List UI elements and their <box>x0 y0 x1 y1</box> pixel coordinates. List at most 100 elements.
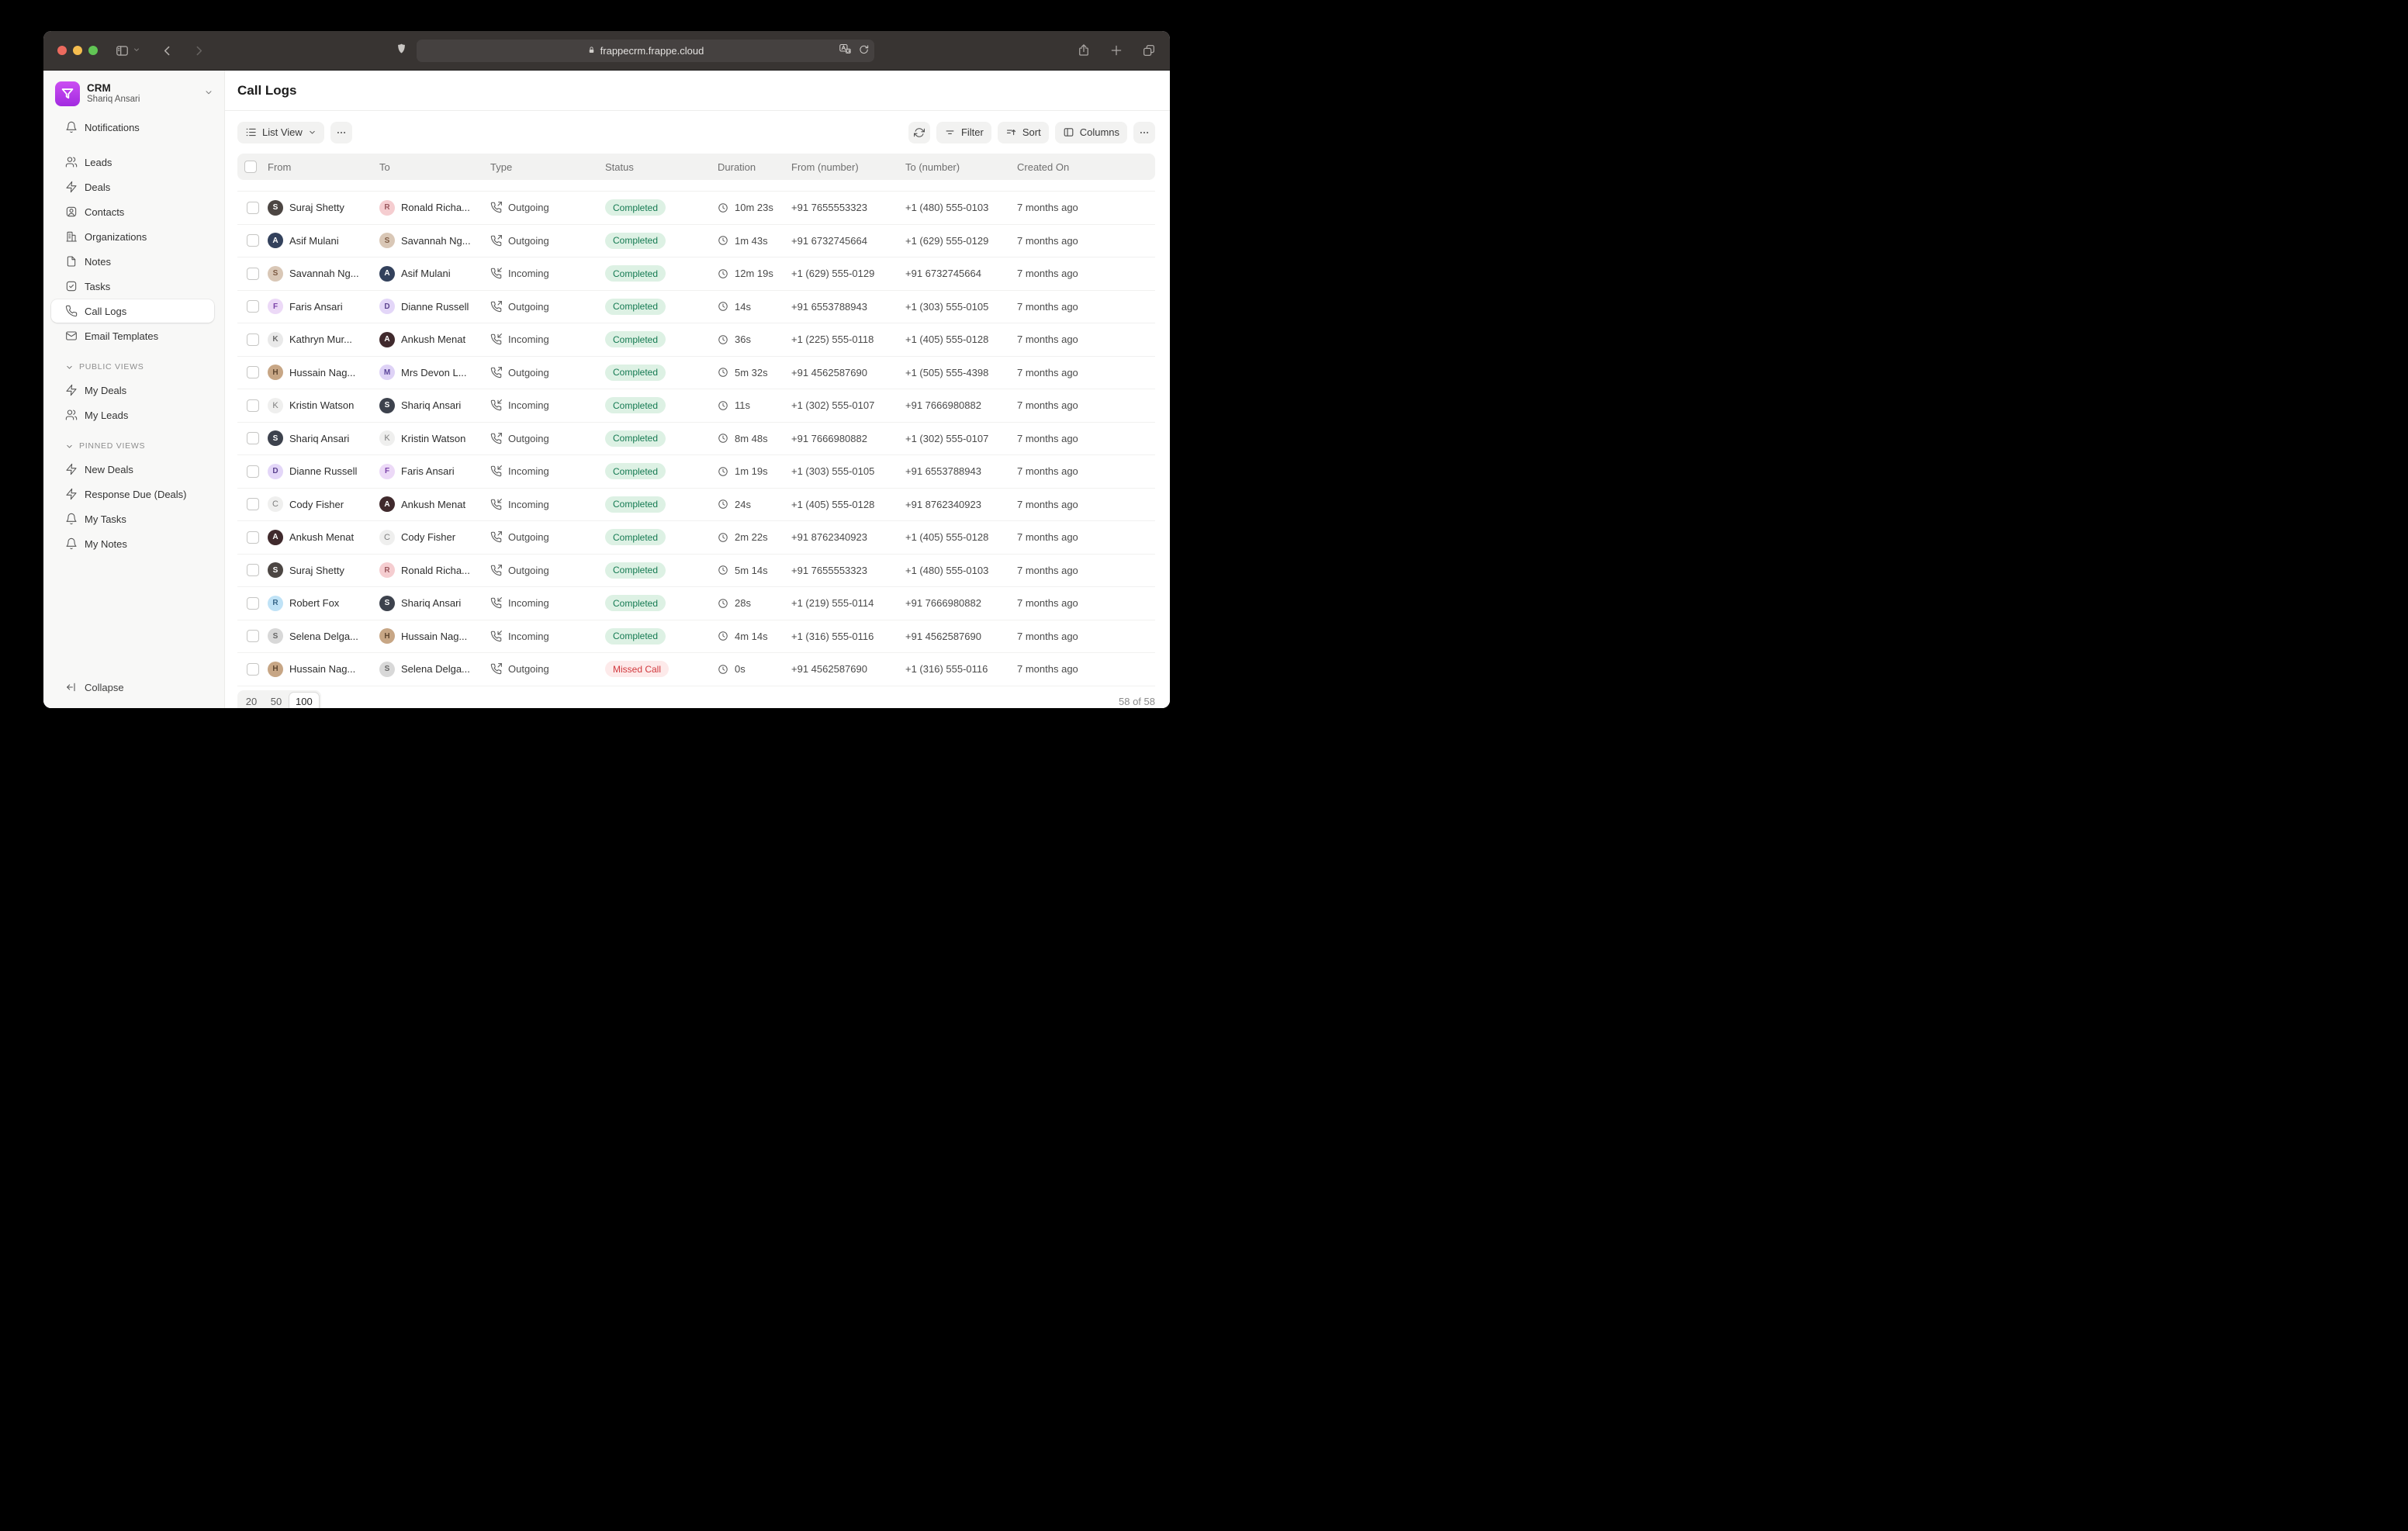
row-checkbox[interactable] <box>246 596 259 610</box>
table-row[interactable]: S Savannah Ng... A Asif Mulani Incoming Compl… <box>237 257 1155 291</box>
privacy-shield-icon[interactable] <box>396 43 407 58</box>
row-checkbox[interactable] <box>246 530 259 544</box>
table-row[interactable]: A Asif Mulani S Savannah Ng... Outgoing Compl… <box>237 225 1155 257</box>
sidebar-item-response-due-deals[interactable]: Response Due (Deals) <box>51 482 214 506</box>
reload-icon[interactable] <box>858 44 869 57</box>
status-badge: Completed <box>605 397 666 414</box>
sidebar-item-new-deals[interactable]: New Deals <box>51 458 214 481</box>
to-cell: A Asif Mulani <box>375 265 486 282</box>
sidebar-item-notes[interactable]: Notes <box>51 250 214 273</box>
section-pinned-views[interactable]: PINNED VIEWS <box>51 434 214 458</box>
sidebar-item-tasks[interactable]: Tasks <box>51 275 214 298</box>
row-checkbox[interactable] <box>246 662 259 676</box>
column-header-from[interactable]: From <box>268 161 292 173</box>
table-row[interactable]: D Dianne Russell F Faris Ansari Incoming Comp… <box>237 455 1155 489</box>
sidebar-item-notifications[interactable]: Notifications <box>51 116 214 139</box>
created-on-cell: 7 months ago <box>1017 334 1078 346</box>
sidebar-item-contacts[interactable]: Contacts <box>51 200 214 223</box>
table-row[interactable]: H Hussain Nag... M Mrs Devon L... Outgoing Co… <box>237 357 1155 389</box>
row-checkbox[interactable] <box>246 432 259 445</box>
table-row[interactable]: S Suraj Shetty R Ronald Richa... Outgoing Com… <box>237 192 1155 225</box>
phone-outgoing-icon <box>490 202 502 213</box>
page-size-20[interactable]: 20 <box>239 692 264 709</box>
bell-icon <box>65 513 78 525</box>
more-options-button[interactable] <box>1133 121 1155 143</box>
sidebar-item-email-templates[interactable]: Email Templates <box>51 324 214 347</box>
minimize-window-button[interactable] <box>73 46 82 55</box>
forward-button[interactable] <box>192 44 206 57</box>
table-row[interactable]: F Faris Ansari D Dianne Russell Outgoing Comp… <box>237 291 1155 323</box>
sidebar-item-my-leads[interactable]: My Leads <box>51 403 214 427</box>
section-public-views[interactable]: PUBLIC VIEWS <box>51 355 214 378</box>
row-checkbox[interactable] <box>246 366 259 379</box>
duration-value: 14s <box>735 300 751 313</box>
refresh-button[interactable] <box>908 121 930 143</box>
zoom-window-button[interactable] <box>88 46 98 55</box>
column-header-to-number[interactable]: To (number) <box>905 161 960 173</box>
sidebar-item-label: Notes <box>85 255 111 268</box>
sidebar-toggle-button[interactable] <box>115 43 130 58</box>
filter-icon <box>944 126 956 138</box>
close-window-button[interactable] <box>57 46 67 55</box>
row-checkbox[interactable] <box>246 399 259 412</box>
from-name: Kristin Watson <box>289 399 355 412</box>
page-size-100[interactable]: 100 <box>289 691 320 708</box>
table-row[interactable]: C Cody Fisher A Ankush Menat Incoming Complet… <box>237 489 1155 521</box>
table-row[interactable]: S Selena Delga... H Hussain Nag... Incoming C… <box>237 620 1155 653</box>
column-header-created-on[interactable]: Created On <box>1017 161 1070 173</box>
sidebar-item-my-deals[interactable]: My Deals <box>51 378 214 402</box>
table-row[interactable]: A Ankush Menat C Cody Fisher Outgoing Complet… <box>237 521 1155 555</box>
sidebar-item-label: New Deals <box>85 463 133 475</box>
row-checkbox[interactable] <box>246 465 259 478</box>
sort-button[interactable]: Sort <box>997 121 1049 143</box>
column-header-from-number[interactable]: From (number) <box>791 161 859 173</box>
sidebar-item-deals[interactable]: Deals <box>51 175 214 199</box>
show-tabs-button[interactable] <box>1142 43 1156 57</box>
column-header-type[interactable]: Type <box>490 161 513 173</box>
row-checkbox[interactable] <box>246 333 259 346</box>
row-checkbox[interactable] <box>246 630 259 643</box>
table-row[interactable]: H Hussain Nag... S Selena Delga... Outgoing M… <box>237 653 1155 686</box>
row-checkbox-cell <box>237 498 263 511</box>
column-header-status[interactable]: Status <box>605 161 634 173</box>
created-on-cell: 7 months ago <box>1017 630 1078 642</box>
translate-icon[interactable] <box>839 43 852 58</box>
back-button[interactable] <box>161 44 174 57</box>
sidebar-item-call-logs[interactable]: Call Logs <box>51 299 214 323</box>
address-bar[interactable]: frappecrm.frappe.cloud <box>417 39 874 62</box>
view-switcher-button[interactable]: List View <box>237 121 324 143</box>
row-checkbox[interactable] <box>246 201 259 214</box>
duration-value: 28s <box>735 597 751 610</box>
status-badge: Completed <box>605 562 666 579</box>
row-checkbox[interactable] <box>246 300 259 313</box>
columns-button[interactable]: Columns <box>1054 121 1127 143</box>
column-header-duration[interactable]: Duration <box>718 161 756 173</box>
row-checkbox[interactable] <box>246 564 259 577</box>
page-size-50[interactable]: 50 <box>264 692 289 709</box>
sidebar-item-organizations[interactable]: Organizations <box>51 225 214 248</box>
table-row[interactable]: S Suraj Shetty R Ronald Richa... Outgoing Com… <box>237 555 1155 587</box>
sidebar-item-my-notes[interactable]: My Notes <box>51 532 214 555</box>
app-switcher[interactable]: CRM Shariq Ansari <box>43 71 224 114</box>
row-checkbox[interactable] <box>246 267 259 280</box>
view-more-button[interactable] <box>330 121 352 143</box>
table-row[interactable]: R Robert Fox S Shariq Ansari Incoming Complet… <box>237 587 1155 620</box>
status-badge: Completed <box>605 331 666 348</box>
table-row[interactable]: K Kristin Watson S Shariq Ansari Incoming Com… <box>237 389 1155 423</box>
new-tab-button[interactable] <box>1109 43 1123 57</box>
filter-button[interactable]: Filter <box>936 121 991 143</box>
sidebar-item-my-tasks[interactable]: My Tasks <box>51 507 214 530</box>
collapse-sidebar-button[interactable]: Collapse <box>51 676 214 699</box>
select-all-checkbox[interactable] <box>244 161 257 173</box>
status-badge: Completed <box>605 265 666 282</box>
row-checkbox[interactable] <box>246 234 259 247</box>
sidebar-toggle-chevron[interactable] <box>133 43 140 57</box>
column-header-to[interactable]: To <box>379 161 390 173</box>
row-checkbox[interactable] <box>246 498 259 511</box>
table-row[interactable]: S Shariq Ansari K Kristin Watson Outgoing Com… <box>237 423 1155 455</box>
sidebar-item-leads[interactable]: Leads <box>51 150 214 174</box>
from-name: Cody Fisher <box>289 498 344 510</box>
share-button[interactable] <box>1077 43 1091 57</box>
table-row[interactable]: K Kathryn Mur... A Ankush Menat Incoming Comp… <box>237 323 1155 357</box>
sidebar-item-label: Response Due (Deals) <box>85 488 187 500</box>
